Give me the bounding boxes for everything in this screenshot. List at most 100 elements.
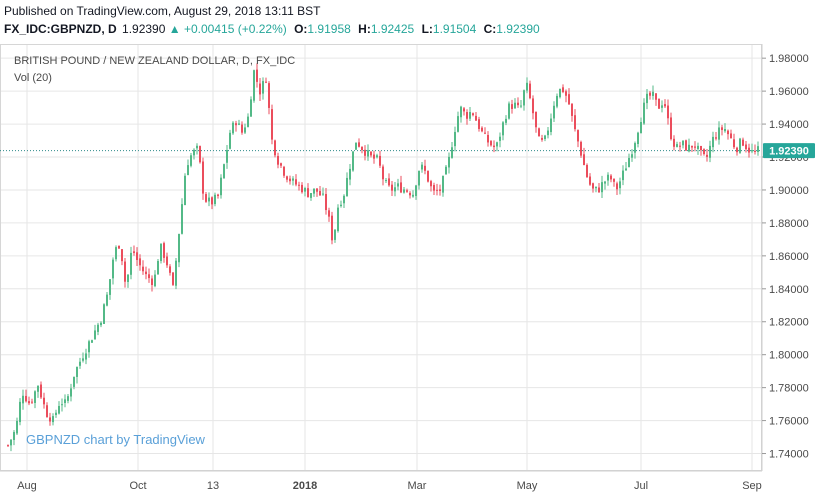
candle-body bbox=[181, 204, 183, 234]
candle-body bbox=[439, 189, 441, 191]
candle-body bbox=[352, 151, 354, 171]
candle-body bbox=[244, 127, 246, 133]
x-tick-label: Aug bbox=[17, 480, 37, 492]
candle-body bbox=[424, 165, 426, 171]
y-tick-label: 1.86000 bbox=[769, 251, 809, 263]
open-label: O: bbox=[294, 22, 308, 36]
candle-body bbox=[364, 149, 366, 156]
candle-body bbox=[10, 439, 12, 446]
candle-body bbox=[316, 188, 318, 192]
candle-body bbox=[307, 188, 309, 198]
y-tick-label: 1.88000 bbox=[769, 218, 809, 230]
x-axis-ticks: Aug Oct 13 2018 Mar May Jul Sep bbox=[17, 480, 762, 492]
candle-body bbox=[658, 98, 660, 109]
candle-body bbox=[412, 194, 414, 197]
candle-body bbox=[109, 279, 111, 295]
candle-body bbox=[58, 405, 60, 414]
candle-body bbox=[394, 187, 396, 192]
candle-body bbox=[511, 104, 513, 109]
candle-body bbox=[40, 384, 42, 398]
chart-title: BRITISH POUND / NEW ZEALAND DOLLAR, D, F… bbox=[14, 55, 295, 67]
candle-body bbox=[556, 95, 558, 107]
candle-body bbox=[292, 178, 294, 181]
candle-body bbox=[286, 176, 288, 180]
candle-body bbox=[598, 187, 600, 193]
candle-body bbox=[688, 144, 690, 152]
candle-body bbox=[565, 91, 567, 96]
candle-body bbox=[91, 340, 93, 343]
candle-body bbox=[154, 274, 156, 287]
candle-body bbox=[703, 149, 705, 155]
candle-body bbox=[247, 116, 249, 127]
candle-body bbox=[7, 445, 9, 447]
candle-body bbox=[226, 149, 228, 163]
candle-body bbox=[595, 186, 597, 189]
candle-body bbox=[676, 144, 678, 147]
candle-body bbox=[481, 127, 483, 132]
candle-body bbox=[589, 176, 591, 185]
candle-body bbox=[187, 165, 189, 176]
candle-body bbox=[52, 416, 54, 423]
candle-body bbox=[160, 243, 162, 261]
candle-body bbox=[454, 131, 456, 147]
candle-body bbox=[265, 81, 267, 83]
candle-body bbox=[757, 146, 759, 153]
candle-body bbox=[19, 401, 21, 423]
candle-body bbox=[169, 266, 171, 273]
candle-body bbox=[685, 140, 687, 151]
volume-indicator-label[interactable]: Vol (20) bbox=[14, 72, 52, 84]
candle-body bbox=[550, 118, 552, 133]
candle-body bbox=[325, 193, 327, 211]
candle-body bbox=[529, 83, 531, 99]
candle-body bbox=[457, 116, 459, 132]
candle-body bbox=[724, 129, 726, 132]
candle-body bbox=[178, 233, 180, 263]
candle-body bbox=[661, 105, 663, 108]
candle-body bbox=[547, 130, 549, 136]
candle-body bbox=[361, 146, 363, 151]
candle-body bbox=[220, 177, 222, 196]
candle-body bbox=[214, 194, 216, 205]
candle-body bbox=[739, 138, 741, 153]
candle-body bbox=[217, 194, 219, 196]
candle-body bbox=[355, 142, 357, 150]
candle-body bbox=[718, 127, 720, 140]
candle-body bbox=[649, 92, 651, 96]
candle-body bbox=[313, 188, 315, 194]
change-value: +0.00415 (+0.22%) bbox=[183, 22, 287, 36]
last-price-tag bbox=[763, 143, 815, 159]
candle-body bbox=[319, 191, 321, 196]
candle-body bbox=[601, 182, 603, 193]
candles-group bbox=[7, 63, 759, 452]
candle-body bbox=[100, 322, 102, 326]
candle-body bbox=[499, 136, 501, 141]
candle-body bbox=[139, 258, 141, 266]
candle-body bbox=[736, 147, 738, 153]
candle-body bbox=[622, 170, 624, 181]
candle-body bbox=[298, 184, 300, 186]
candle-body bbox=[343, 195, 345, 204]
candle-body bbox=[517, 102, 519, 106]
candle-body bbox=[715, 137, 717, 139]
candle-body bbox=[46, 405, 48, 418]
candle-body bbox=[673, 138, 675, 147]
candle-body bbox=[64, 399, 66, 403]
candle-body bbox=[592, 183, 594, 189]
x-tick-label: 2018 bbox=[293, 480, 317, 492]
candle-body bbox=[289, 178, 291, 182]
y-tick-label: 1.78000 bbox=[769, 383, 809, 395]
candle-body bbox=[709, 145, 711, 158]
candle-body bbox=[523, 90, 525, 106]
candle-body bbox=[253, 70, 255, 101]
y-tick-label: 1.80000 bbox=[769, 350, 809, 362]
candle-body bbox=[604, 181, 606, 184]
candle-body bbox=[496, 142, 498, 147]
candle-body bbox=[184, 175, 186, 206]
candle-body bbox=[238, 123, 240, 125]
candle-body bbox=[493, 145, 495, 148]
candle-body bbox=[733, 139, 735, 148]
candle-body bbox=[28, 401, 30, 404]
candle-body bbox=[130, 252, 132, 275]
candle-body bbox=[751, 150, 753, 152]
